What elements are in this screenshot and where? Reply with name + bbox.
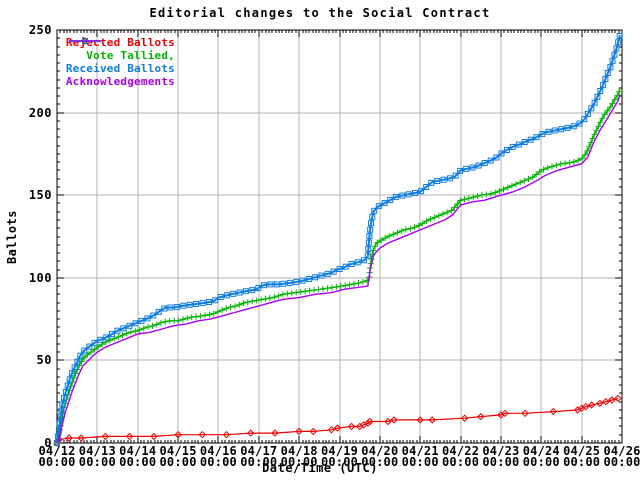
x-tick-label: 04/25 [563, 444, 601, 458]
chart-title: Editorial changes to the Social Contract [149, 6, 491, 20]
x-tick-label: 00:00 [522, 455, 560, 469]
x-tick-label: 00:00 [159, 455, 197, 469]
y-tick-label: 0 [44, 436, 52, 450]
x-tick-label: 00:00 [240, 455, 278, 469]
legend: Rejected Ballots Vote Tallied, Received Ba… [62, 36, 175, 88]
legend-entry-acknowledgements: Acknowledgements [62, 40, 175, 88]
x-tick-label: 04/24 [522, 444, 560, 458]
x-tick-label: 00:00 [361, 455, 399, 469]
x-tick-label: 04/17 [240, 444, 278, 458]
x-tick-label: 04/13 [78, 444, 116, 458]
y-tick-label: 50 [36, 353, 52, 368]
x-tick-label: 04/23 [482, 444, 520, 458]
x-tick-label: 00:00 [482, 455, 520, 469]
y-tick-label: 250 [28, 23, 52, 37]
legend-entry-received-ballots: Received Ballots [62, 38, 175, 75]
x-tick-label: 04/26 [603, 444, 640, 458]
legend-label: Acknowledgements [65, 75, 175, 88]
x-tick-label: 00:00 [280, 455, 318, 469]
legend-label: Rejected Ballots [65, 36, 175, 49]
x-tick-label: 00:00 [442, 455, 480, 469]
x-tick-label: 04/14 [119, 444, 157, 458]
x-tick-label: 04/19 [320, 444, 359, 458]
axis-ticks [56, 29, 623, 444]
x-tick-label: 00:00 [38, 455, 76, 469]
legend-label: Received Ballots [65, 62, 175, 75]
x-tick-label: 00:00 [320, 455, 359, 469]
x-tick-label: 04/15 [159, 444, 197, 458]
x-tick-label: 00:00 [603, 455, 640, 469]
x-tick-label: 04/18 [280, 444, 318, 458]
series-markers-rejected-ballots [53, 394, 622, 447]
legend-entry-vote-tallied: Vote Tallied, [62, 38, 175, 62]
series-markers-received-ballots [54, 33, 623, 446]
x-tick-label: 00:00 [401, 455, 439, 469]
legend-line-sample [69, 40, 101, 42]
x-tick-label: 04/12 [38, 444, 76, 458]
y-tick-label: 100 [28, 270, 52, 285]
y-axis-label: Ballots [5, 209, 19, 265]
series-line-acknowledgements [56, 94, 621, 444]
x-tick-label: 04/21 [401, 444, 439, 458]
x-tick-label: 04/16 [199, 444, 237, 458]
x-tick-label: 00:00 [199, 455, 237, 469]
x-tick-label: 04/22 [442, 444, 480, 458]
series-line-rejected-ballots [56, 397, 619, 444]
x-tick-label: 00:00 [119, 455, 157, 469]
y-tick-label: 200 [28, 105, 52, 120]
x-tick-label: 04/20 [361, 444, 399, 458]
gridlines [57, 30, 622, 443]
x-tick-label: 00:00 [78, 455, 116, 469]
x-axis-label: Date/Time (UTC) [262, 461, 378, 475]
series-markers-vote-tallied [54, 88, 623, 446]
legend-label: Vote Tallied, [86, 49, 175, 62]
series-line-received-ballots [56, 34, 621, 444]
x-tick-label: 00:00 [563, 455, 601, 469]
y-tick-label: 150 [28, 188, 52, 203]
